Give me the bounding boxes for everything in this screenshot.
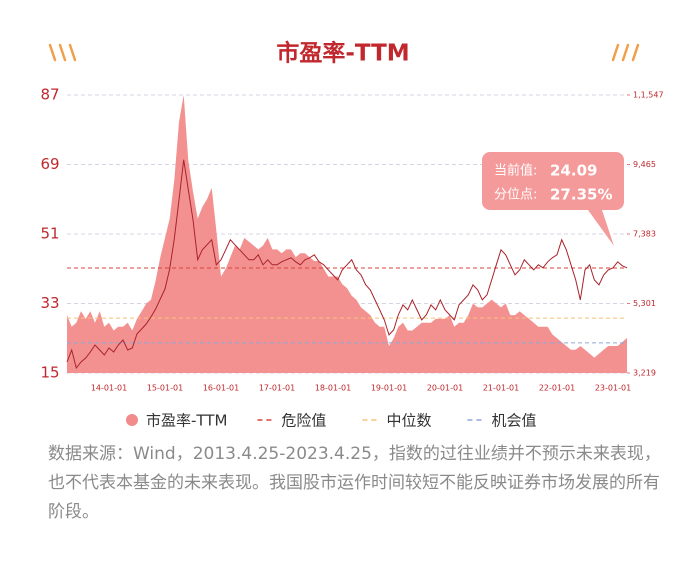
y2-tick-label: 9,465: [633, 160, 656, 169]
y-tick-label: 51: [40, 225, 59, 243]
legend-label: 市盈率-TTM: [146, 412, 227, 430]
x-tick-label: 15-01-01: [147, 384, 183, 393]
chart: 市盈率-TTM 15 33 51 69 87 3,219 5,301 7,383 9,465 1,…: [40, 40, 664, 430]
legend-label: 危险值: [281, 412, 326, 430]
x-tick-label: 21-01-01: [483, 384, 519, 393]
legend-marker: [126, 414, 138, 426]
annotation-box: [482, 152, 624, 246]
y2-tick-label: 5,301: [633, 299, 656, 308]
chart-title: 市盈率-TTM: [276, 40, 409, 67]
y-tick-label: 87: [40, 86, 59, 104]
y2-tick-label: 7,383: [633, 230, 656, 239]
pe-area: [67, 95, 627, 373]
x-tick-label: 19-01-01: [371, 384, 407, 393]
y-tick-label: 33: [40, 294, 59, 312]
index-line: [66, 159, 628, 370]
x-tick-label: 20-01-01: [427, 384, 463, 393]
annotation-label: 分位点:: [494, 188, 537, 203]
annotation-value: 24.09: [550, 162, 597, 180]
y-tick-label: 15: [40, 364, 59, 382]
x-tick-label: 22-01-01: [539, 384, 575, 393]
x-tick-label: 16-01-01: [203, 384, 239, 393]
y-tick-label: 69: [40, 155, 59, 173]
annotation-value: 27.35%: [550, 186, 612, 204]
y2-tick-label: 1,1,547: [633, 91, 664, 100]
x-tick-label: 14-01-01: [91, 384, 127, 393]
x-tick-label: 17-01-01: [259, 384, 295, 393]
title-decoration: [48, 43, 640, 62]
y2-tick-label: 3,219: [633, 369, 656, 378]
x-tick-label: 23-01-01: [595, 384, 631, 393]
legend-label: 中位数: [386, 412, 431, 430]
annotation-label: 当前值:: [494, 163, 537, 179]
legend-label: 机会值: [491, 412, 536, 430]
footnote: 数据来源：Wind，2013.4.25-2023.4.25，指数的过往业绩并不预…: [48, 444, 661, 522]
x-tick-label: 18-01-01: [315, 384, 351, 393]
